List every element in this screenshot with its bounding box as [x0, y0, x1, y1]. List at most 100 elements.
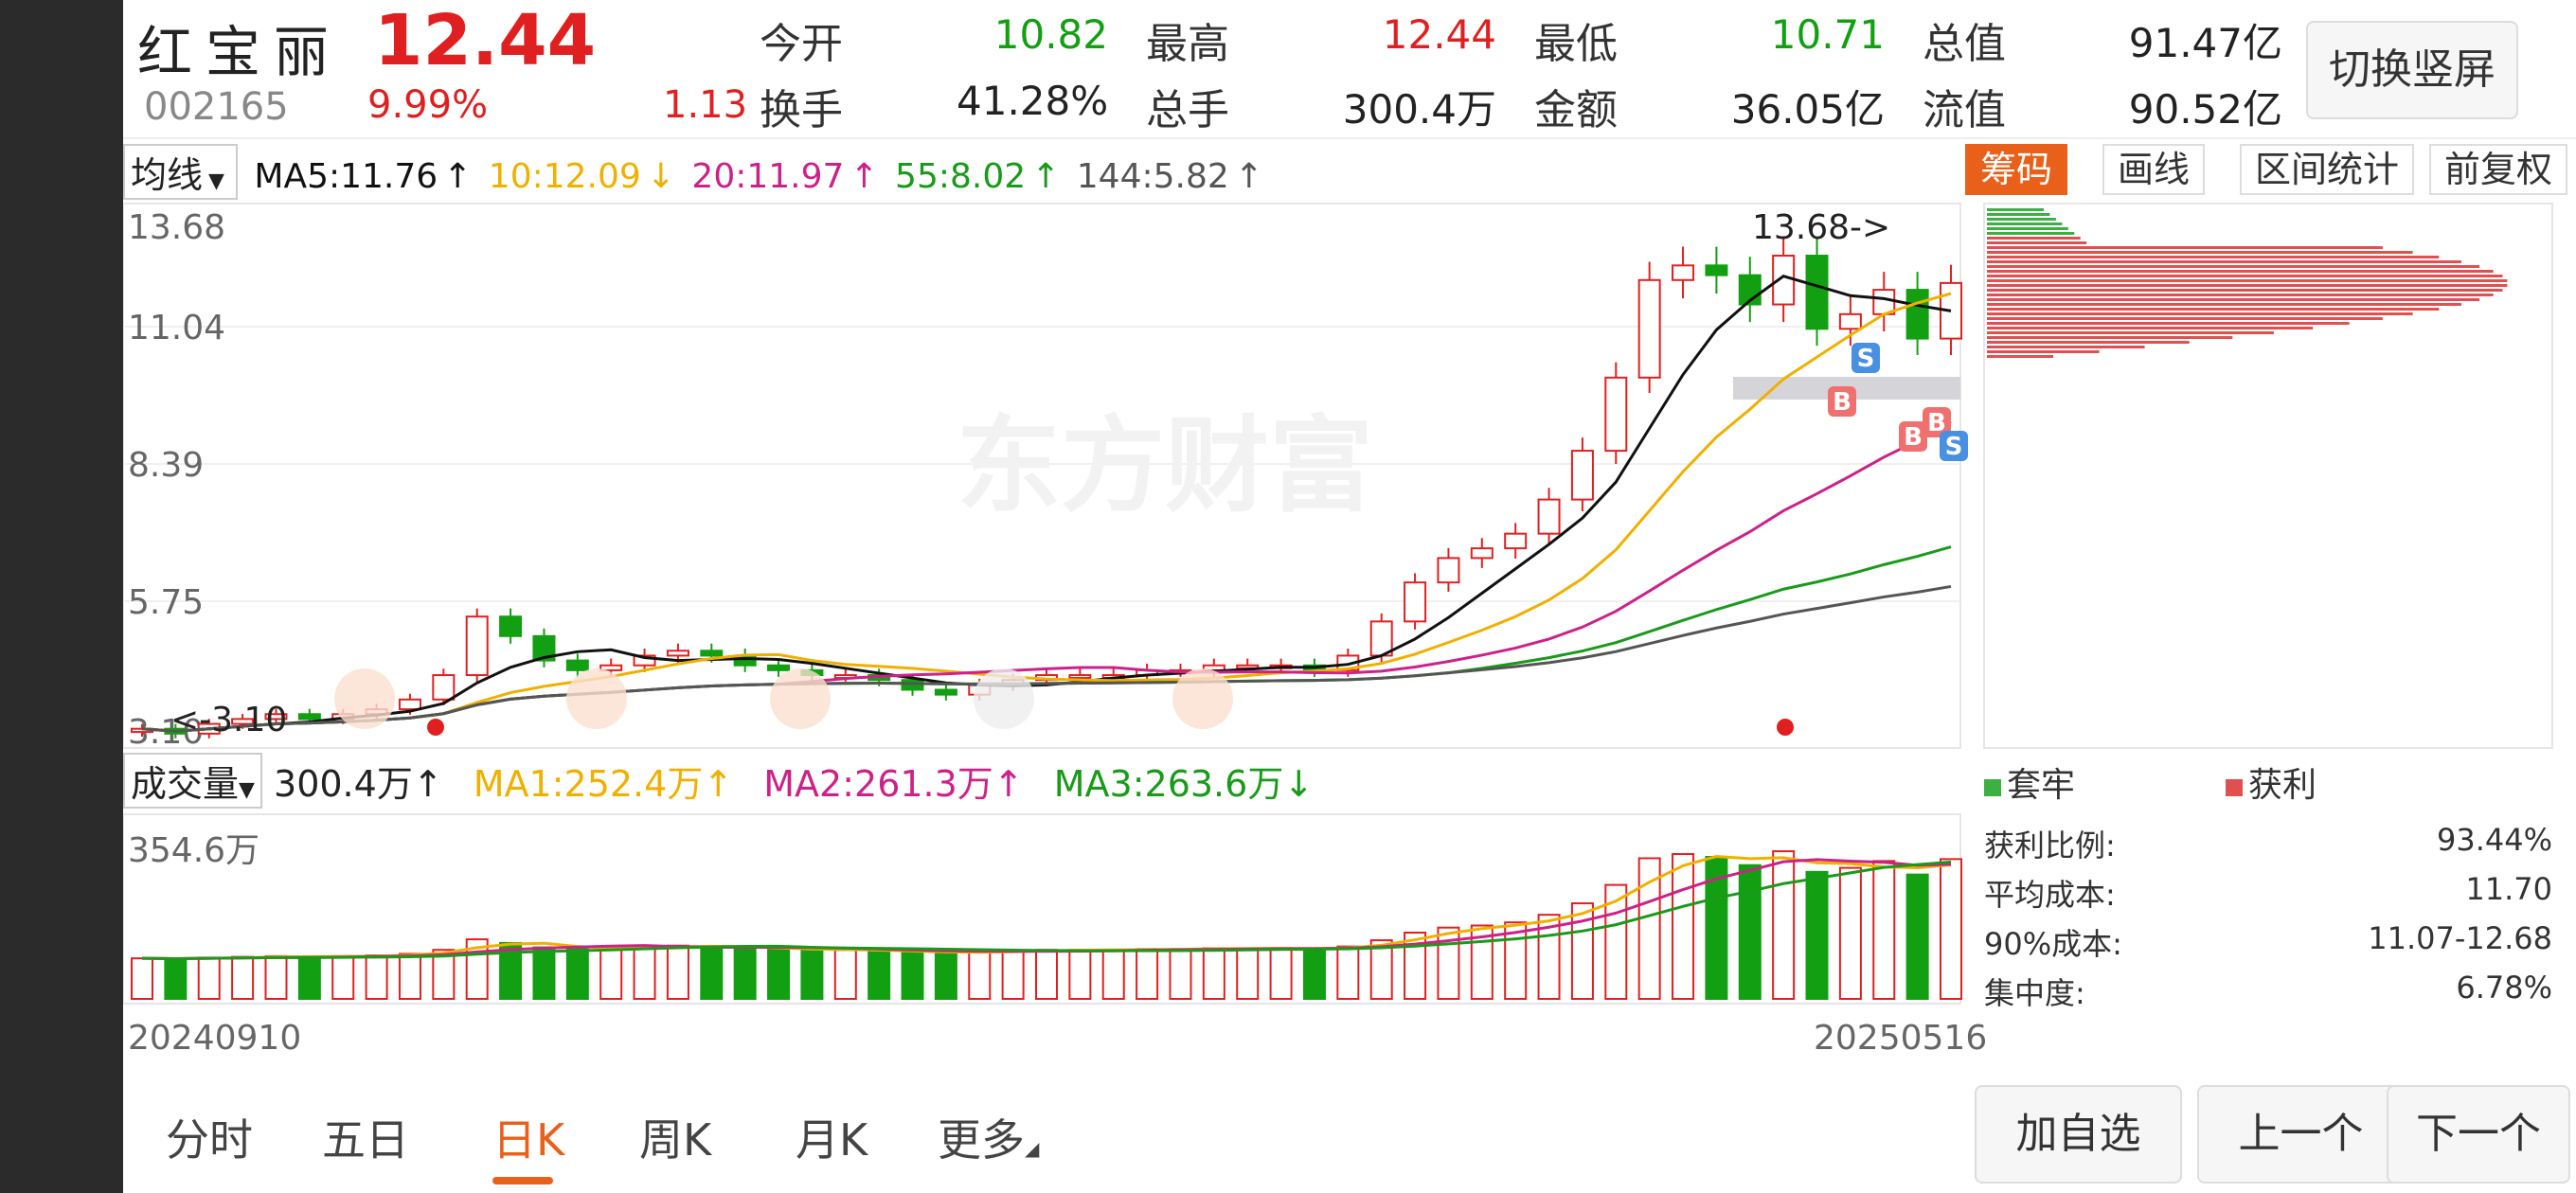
tab-forward-adjust[interactable]: 前复权 [2429, 144, 2568, 195]
candle-body [1537, 498, 1561, 535]
chip-bar [1987, 284, 2508, 287]
tab-range-stats[interactable]: 区间统计 [2240, 144, 2415, 195]
legend-loss: 套牢 [1984, 757, 2075, 807]
chip-bar [1987, 317, 2383, 320]
dropdown-caret-icon: ▼ [208, 169, 224, 193]
quote-label: 换手 [760, 86, 843, 134]
volume-bar [800, 949, 824, 1000]
volume-bar [1136, 948, 1159, 1000]
tab-weekly-k[interactable]: 周K [639, 1114, 712, 1166]
signal-marker[interactable] [566, 668, 627, 729]
tab-draw-line[interactable]: 画线 [2102, 144, 2206, 195]
chip-bar [1987, 331, 2274, 334]
arrow-up-icon: ↑ [412, 763, 443, 805]
volume-bar [1336, 945, 1360, 1000]
tab-monthly-k[interactable]: 月K [796, 1114, 868, 1166]
chip-bar [1987, 308, 2440, 311]
ma-dropdown-label: 均线 [131, 154, 204, 196]
volume-bar [532, 946, 556, 1000]
event-dot[interactable] [427, 719, 444, 736]
sell-marker-icon[interactable] [1940, 431, 1968, 461]
tab-five-day[interactable]: 五日 [322, 1114, 409, 1166]
tab-chip[interactable]: 筹码 [1965, 144, 2068, 195]
chip-stat-row: 集中度: 6.78% [1984, 970, 2552, 1013]
candle-body [1905, 289, 1929, 340]
candle-body [1604, 376, 1628, 453]
quote-value: 12.44 [1382, 11, 1496, 58]
signal-marker[interactable] [1172, 668, 1233, 729]
switch-portrait-button[interactable]: 切换竖屏 [2306, 21, 2518, 119]
watermark: 东方财富 [957, 405, 1373, 526]
low-annotation: <-3.10 [170, 701, 287, 739]
chip-bar [1987, 213, 2050, 216]
candle-body [398, 698, 421, 711]
arrow-up-icon: ↑ [703, 763, 734, 805]
quote-label: 金额 [1534, 86, 1618, 134]
volume-bar [398, 953, 421, 1000]
volume-dropdown[interactable]: 成交量▼ [123, 753, 262, 809]
quote-value: 36.05亿 [1730, 86, 1885, 133]
vol-ma2: MA2:261.3万 [763, 763, 993, 805]
arrow-up-icon: ↑ [1234, 157, 1263, 196]
kline-chart[interactable]: 东方财富 13.68 11.04 8.39 5.75 3.10 13.68-> … [123, 0, 2576, 1079]
signal-marker[interactable] [974, 668, 1034, 729]
chip-bar [1987, 350, 2100, 353]
chip-bar [1987, 298, 2480, 301]
buy-marker-icon[interactable] [1828, 386, 1856, 417]
previous-stock-button[interactable]: 上一个 [2197, 1085, 2405, 1184]
chip-bar [1987, 218, 2056, 221]
volume-bar [1269, 947, 1293, 1001]
tab-more[interactable]: 更多◢ [938, 1106, 1039, 1168]
quote-label: 流值 [1923, 86, 2006, 134]
signal-marker[interactable] [334, 668, 395, 729]
add-watchlist-button[interactable]: 加自选 [1975, 1085, 2182, 1184]
chip-bar [1987, 223, 2063, 225]
tab-daily-k[interactable]: 日K [492, 1114, 565, 1166]
candle-body [1504, 532, 1528, 550]
volume-bar [264, 954, 288, 1001]
candle-body [1570, 450, 1594, 501]
ma-dropdown[interactable]: 均线 ▼ [123, 144, 238, 200]
chip-bar [1987, 322, 2350, 325]
candle-body [599, 664, 623, 671]
change-value: 1.13 [663, 83, 748, 127]
tab-intraday[interactable]: 分时 [166, 1114, 253, 1166]
volume-bar [968, 950, 992, 1000]
chip-bar [1987, 208, 2044, 211]
ma55-value: 55:8.02 [895, 157, 1027, 196]
volume-bar [1035, 949, 1058, 1000]
stat-value: 93.44% [2436, 822, 2552, 858]
volume-bar [1672, 853, 1695, 1000]
candle-body [297, 713, 321, 721]
quote-value: 91.47亿 [2128, 20, 2282, 66]
buy-marker-icon[interactable] [1923, 407, 1951, 437]
stock-name: 红宝丽 [137, 20, 343, 84]
chip-bar [1987, 275, 2503, 277]
event-dot[interactable] [1777, 719, 1794, 736]
buy-marker-icon[interactable] [1899, 421, 1927, 452]
arrow-down-icon: ↓ [646, 157, 675, 196]
volume-bar [767, 948, 791, 1000]
chip-bar [1987, 312, 2413, 315]
quote-label: 总手 [1146, 86, 1229, 134]
chip-bar [1987, 260, 2461, 263]
volume-bar [934, 952, 957, 1000]
volume-bar [197, 956, 221, 1000]
sell-marker-icon: S [1857, 345, 1875, 373]
legend-swatch [2226, 779, 2243, 796]
ma-lines [141, 275, 1952, 733]
chip-bar [1987, 303, 2461, 306]
volume-bar [1068, 949, 1092, 1000]
next-stock-button[interactable]: 下一个 [2387, 1085, 2570, 1184]
candle-body [767, 664, 791, 671]
quote-value: 10.82 [993, 11, 1108, 58]
date-end: 20250516 [1814, 1019, 1988, 1058]
volume-bar [1772, 850, 1796, 1001]
vol-ma1: MA1:252.4万 [473, 763, 704, 805]
volume-indicator-bar: 成交量▼ 300.4万↑ MA1:252.4万↑ MA2:261.3万↑ MA3… [123, 753, 1314, 809]
candle-body [1068, 674, 1092, 680]
arrow-down-icon: ↓ [1283, 763, 1315, 805]
sell-marker-icon[interactable] [1852, 343, 1880, 373]
signal-marker[interactable] [770, 668, 831, 729]
chip-bar [1987, 355, 2053, 358]
